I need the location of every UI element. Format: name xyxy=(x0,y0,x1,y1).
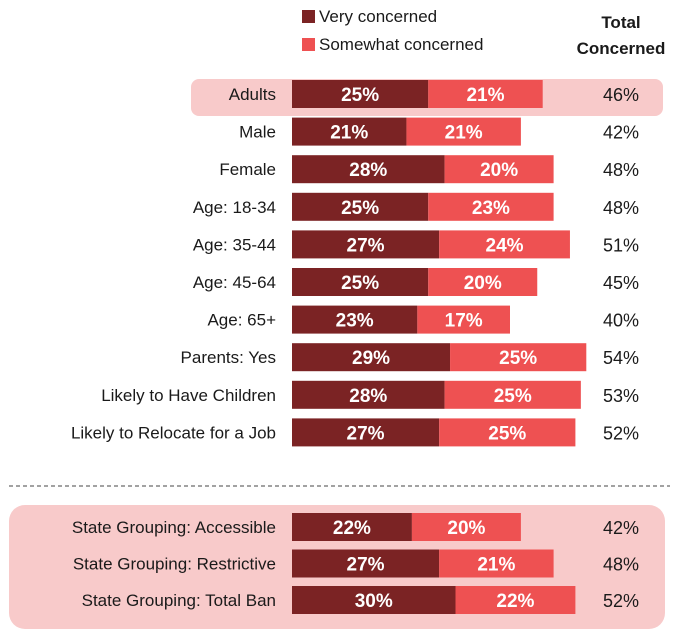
bar-very-concerned-state-grouping-total-ban xyxy=(292,586,456,614)
value-label-somewhat-concerned-male: 21% xyxy=(445,123,483,144)
category-label-age-35-44: Age: 35-44 xyxy=(193,235,276,254)
bar-very-concerned-likely-to-have-children xyxy=(292,380,445,409)
value-label-somewhat-concerned-state-grouping-restrictive: 21% xyxy=(477,555,515,576)
total-concerned-age-18-34: 48% xyxy=(603,198,639,218)
total-concerned-header-line-1: Total xyxy=(601,13,640,32)
value-label-somewhat-concerned-female: 20% xyxy=(480,160,518,181)
bar-somewhat-concerned-likely-to-have-children xyxy=(444,380,581,409)
category-label-state-grouping-total-ban: State Grouping: Total Ban xyxy=(82,591,276,610)
value-label-somewhat-concerned-age-18-34: 23% xyxy=(472,198,510,219)
bar-somewhat-concerned-age-35-44 xyxy=(439,230,570,259)
total-concerned-age-35-44: 51% xyxy=(603,235,639,255)
value-label-very-concerned-parents-yes: 29% xyxy=(352,348,390,369)
bar-very-concerned-male xyxy=(292,117,407,146)
total-concerned-likely-to-relocate-for-a-job: 52% xyxy=(603,423,639,443)
value-label-very-concerned-male: 21% xyxy=(330,123,368,144)
value-label-very-concerned-likely-to-relocate-for-a-job: 27% xyxy=(347,423,385,444)
bar-very-concerned-female xyxy=(292,155,445,184)
category-label-age-65: Age: 65+ xyxy=(207,311,276,330)
value-label-somewhat-concerned-state-grouping-total-ban: 22% xyxy=(496,591,534,612)
legend-swatch-very-concerned xyxy=(302,10,315,23)
bar-somewhat-concerned-age-45-64 xyxy=(428,268,538,296)
category-label-parents-yes: Parents: Yes xyxy=(181,348,276,367)
category-label-age-18-34: Age: 18-34 xyxy=(193,198,276,217)
bar-very-concerned-age-35-44 xyxy=(292,230,440,259)
category-label-likely-to-relocate-for-a-job: Likely to Relocate for a Job xyxy=(71,423,276,442)
total-concerned-state-grouping-accessible: 42% xyxy=(603,518,639,538)
bar-somewhat-concerned-male xyxy=(406,117,521,146)
bar-very-concerned-parents-yes xyxy=(292,343,451,372)
total-concerned-parents-yes: 54% xyxy=(603,348,639,368)
bar-somewhat-concerned-state-grouping-total-ban xyxy=(455,586,576,614)
value-label-somewhat-concerned-age-45-64: 20% xyxy=(464,273,502,294)
value-label-very-concerned-age-35-44: 27% xyxy=(347,235,385,256)
bar-very-concerned-age-65 xyxy=(292,305,418,334)
category-label-female: Female xyxy=(219,160,276,179)
bar-very-concerned-age-45-64 xyxy=(292,268,429,296)
value-label-somewhat-concerned-likely-to-have-children: 25% xyxy=(494,386,532,407)
total-concerned-state-grouping-total-ban: 52% xyxy=(603,591,639,611)
bar-somewhat-concerned-female xyxy=(444,155,554,184)
bar-very-concerned-adults xyxy=(292,80,429,108)
total-concerned-header-line-2: Concerned xyxy=(577,39,666,58)
category-label-adults: Adults xyxy=(229,85,276,104)
category-label-state-grouping-restrictive: State Grouping: Restrictive xyxy=(73,555,276,574)
value-label-very-concerned-adults: 25% xyxy=(341,85,379,106)
total-concerned-age-65: 40% xyxy=(603,311,639,331)
bar-somewhat-concerned-adults xyxy=(428,80,543,108)
total-concerned-state-grouping-restrictive: 48% xyxy=(603,555,639,575)
total-concerned-female: 48% xyxy=(603,160,639,180)
bar-somewhat-concerned-likely-to-relocate-for-a-job xyxy=(439,418,576,447)
value-label-somewhat-concerned-state-grouping-accessible: 20% xyxy=(447,518,485,539)
value-label-very-concerned-age-18-34: 25% xyxy=(341,198,379,219)
total-concerned-age-45-64: 45% xyxy=(603,273,639,293)
value-label-somewhat-concerned-adults: 21% xyxy=(466,85,504,106)
category-label-state-grouping-accessible: State Grouping: Accessible xyxy=(72,518,276,537)
total-concerned-adults: 46% xyxy=(603,85,639,105)
category-label-likely-to-have-children: Likely to Have Children xyxy=(101,386,276,405)
value-label-very-concerned-state-grouping-accessible: 22% xyxy=(333,518,371,539)
value-label-very-concerned-state-grouping-restrictive: 27% xyxy=(347,555,385,576)
bar-very-concerned-state-grouping-accessible xyxy=(292,513,412,541)
value-label-very-concerned-likely-to-have-children: 28% xyxy=(349,386,387,407)
value-label-very-concerned-age-65: 23% xyxy=(336,311,374,332)
value-label-very-concerned-state-grouping-total-ban: 30% xyxy=(355,591,393,612)
legend-label-somewhat-concerned: Somewhat concerned xyxy=(319,35,483,54)
total-concerned-likely-to-have-children: 53% xyxy=(603,386,639,406)
value-label-somewhat-concerned-age-65: 17% xyxy=(445,311,483,332)
value-label-somewhat-concerned-parents-yes: 25% xyxy=(499,348,537,369)
bar-very-concerned-age-18-34 xyxy=(292,192,429,221)
category-label-age-45-64: Age: 45-64 xyxy=(193,273,276,292)
bar-somewhat-concerned-state-grouping-accessible xyxy=(411,513,521,541)
bar-somewhat-concerned-age-18-34 xyxy=(428,192,554,221)
value-label-somewhat-concerned-likely-to-relocate-for-a-job: 25% xyxy=(488,423,526,444)
bar-very-concerned-likely-to-relocate-for-a-job xyxy=(292,418,440,447)
category-label-male: Male xyxy=(239,123,276,142)
value-label-somewhat-concerned-age-35-44: 24% xyxy=(486,235,524,256)
bar-very-concerned-state-grouping-restrictive xyxy=(292,549,440,578)
bar-somewhat-concerned-state-grouping-restrictive xyxy=(439,549,554,578)
value-label-very-concerned-female: 28% xyxy=(349,160,387,181)
total-concerned-male: 42% xyxy=(603,123,639,143)
bar-somewhat-concerned-age-65 xyxy=(417,305,510,334)
legend-swatch-somewhat-concerned xyxy=(302,38,315,51)
bar-somewhat-concerned-parents-yes xyxy=(450,343,587,372)
legend-label-very-concerned: Very concerned xyxy=(319,7,437,26)
value-label-very-concerned-age-45-64: 25% xyxy=(341,273,379,294)
